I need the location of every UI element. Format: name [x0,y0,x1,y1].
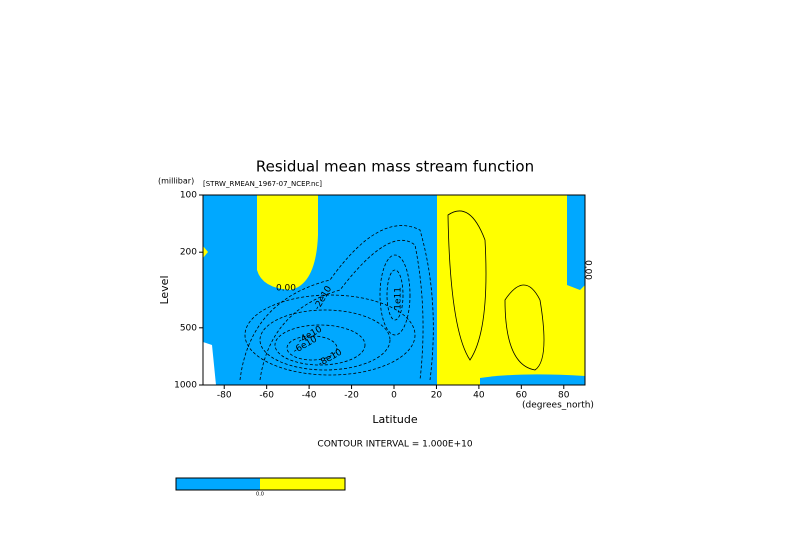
colorbar-positive [260,478,345,490]
positive-region [257,195,318,290]
negative-region [480,374,585,385]
x-tick-label: -40 [302,391,317,401]
colorbar-label: 0.0 [256,492,264,498]
x-tick-label: 0 [391,391,397,401]
colorbar-negative [176,478,260,490]
x-tick-label: 60 [516,391,528,401]
contour-note: CONTOUR INTERVAL = 1.000E+10 [317,440,472,450]
x-tick-label: 20 [431,391,443,401]
x-tick-label: -80 [217,391,232,401]
y-axis-label: Level [158,275,171,304]
x-unit: (degrees_north) [522,401,594,411]
x-tick-label: -60 [259,391,274,401]
positive-region [203,246,208,258]
y-tick-label: 200 [180,248,197,258]
y-tick-label: 500 [180,323,197,333]
contour-label: 0.00 [583,260,593,280]
x-axis-label: Latitude [372,413,418,426]
y-tick-label: 1000 [174,381,197,391]
x-tick-label: -20 [344,391,359,401]
contour-lines [239,195,586,381]
y-unit: (millibar) [158,177,194,186]
subtitle: [STRW_RMEAN_1967-07_NCEP.nc] [203,180,322,188]
x-tick-label: 40 [473,391,485,401]
y-tick-label: 100 [180,191,197,201]
positive-region [437,195,585,385]
chart-title: Residual mean mass stream function [256,158,534,176]
contour-label: 0.00 [276,284,296,294]
contour-label: -1e11 [394,287,404,313]
missing-region [203,342,216,385]
x-tick-label: 80 [558,391,570,401]
colorbar: 0.0 [175,477,346,498]
colorbar-frame [175,477,346,491]
